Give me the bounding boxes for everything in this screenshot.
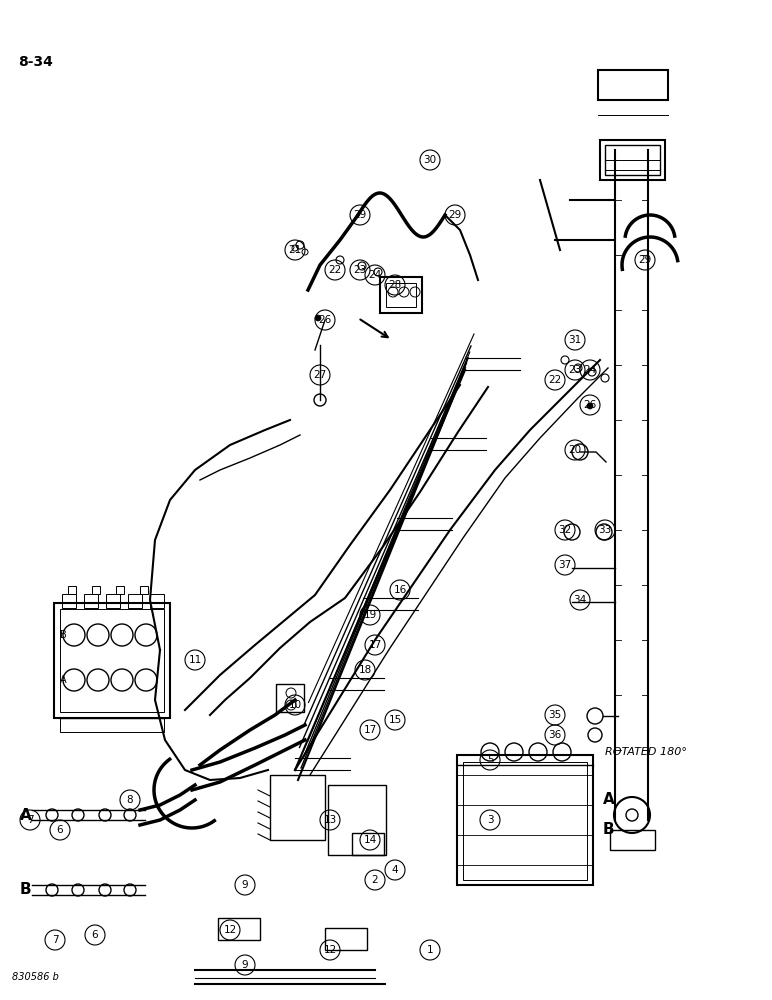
Circle shape xyxy=(336,256,344,264)
Text: 26: 26 xyxy=(318,315,332,325)
Text: 6: 6 xyxy=(92,930,98,940)
Circle shape xyxy=(358,262,366,270)
Text: 27: 27 xyxy=(313,370,327,380)
Circle shape xyxy=(587,403,593,409)
Circle shape xyxy=(296,241,304,249)
Bar xyxy=(116,586,124,594)
Text: 24: 24 xyxy=(584,365,597,375)
Text: 34: 34 xyxy=(574,595,587,605)
Bar xyxy=(54,603,170,718)
Text: B: B xyxy=(603,822,615,838)
Text: 31: 31 xyxy=(568,335,581,345)
Text: 14: 14 xyxy=(364,835,377,845)
Text: 19: 19 xyxy=(364,610,377,620)
Text: 29: 29 xyxy=(638,255,652,265)
Text: 9: 9 xyxy=(242,960,249,970)
Bar xyxy=(325,928,367,950)
Bar xyxy=(62,594,76,608)
Text: 23: 23 xyxy=(354,265,367,275)
Bar xyxy=(270,775,325,840)
Bar xyxy=(92,586,100,594)
Circle shape xyxy=(601,374,609,382)
Bar xyxy=(328,785,386,855)
Text: 12: 12 xyxy=(323,945,337,955)
Text: 26: 26 xyxy=(584,400,597,410)
Text: 18: 18 xyxy=(358,665,371,675)
Text: 12: 12 xyxy=(223,925,237,935)
Bar xyxy=(457,755,593,885)
Circle shape xyxy=(574,364,582,372)
Bar xyxy=(150,594,164,608)
Text: 15: 15 xyxy=(388,715,401,725)
Bar xyxy=(128,594,142,608)
Text: 33: 33 xyxy=(598,525,611,535)
Text: 13: 13 xyxy=(323,815,337,825)
Text: 17: 17 xyxy=(364,725,377,735)
Text: 22: 22 xyxy=(548,375,561,385)
Text: 7: 7 xyxy=(27,815,33,825)
Bar xyxy=(352,833,384,855)
Text: 7: 7 xyxy=(52,935,59,945)
Bar xyxy=(276,684,304,712)
Text: 10: 10 xyxy=(289,700,302,710)
Bar xyxy=(380,277,422,313)
Text: 29: 29 xyxy=(354,210,367,220)
Text: 2: 2 xyxy=(371,875,378,885)
Text: 16: 16 xyxy=(394,585,407,595)
Text: 21: 21 xyxy=(289,245,302,255)
Bar xyxy=(68,586,76,594)
Text: 6: 6 xyxy=(56,825,63,835)
Text: 29: 29 xyxy=(449,210,462,220)
Bar xyxy=(60,609,164,712)
Bar xyxy=(600,140,665,180)
Text: 17: 17 xyxy=(368,640,381,650)
Text: A: A xyxy=(603,792,615,808)
Bar xyxy=(605,145,660,175)
Bar xyxy=(84,594,98,608)
Text: 30: 30 xyxy=(423,155,436,165)
Text: 23: 23 xyxy=(568,365,581,375)
Text: 8: 8 xyxy=(127,795,134,805)
Text: 37: 37 xyxy=(558,560,571,570)
Text: 36: 36 xyxy=(548,730,561,740)
Text: 22: 22 xyxy=(328,265,342,275)
Text: 9: 9 xyxy=(242,880,249,890)
Circle shape xyxy=(374,268,382,276)
Text: 32: 32 xyxy=(558,525,571,535)
Circle shape xyxy=(588,368,596,376)
Text: 4: 4 xyxy=(391,865,398,875)
Bar xyxy=(140,586,148,594)
Bar xyxy=(106,594,120,608)
Text: 35: 35 xyxy=(548,710,561,720)
Text: 1: 1 xyxy=(427,945,433,955)
Text: 5: 5 xyxy=(486,755,493,765)
Text: A: A xyxy=(20,808,32,822)
Text: ROTATED 180°: ROTATED 180° xyxy=(605,747,687,757)
Circle shape xyxy=(315,315,321,321)
Text: 28: 28 xyxy=(388,280,401,290)
Text: B: B xyxy=(60,630,66,640)
Text: 24: 24 xyxy=(368,270,381,280)
Bar xyxy=(463,762,587,880)
Bar xyxy=(218,918,260,940)
Text: 3: 3 xyxy=(486,815,493,825)
Circle shape xyxy=(561,356,569,364)
Bar xyxy=(386,283,416,307)
Bar xyxy=(598,70,668,100)
Text: B: B xyxy=(20,882,32,898)
Text: 11: 11 xyxy=(188,655,201,665)
Text: 830586 b: 830586 b xyxy=(12,972,59,982)
Bar xyxy=(60,718,164,732)
Bar xyxy=(610,830,655,850)
Text: 20: 20 xyxy=(568,445,581,455)
Text: 8-34: 8-34 xyxy=(18,55,52,69)
Text: A: A xyxy=(60,675,66,685)
